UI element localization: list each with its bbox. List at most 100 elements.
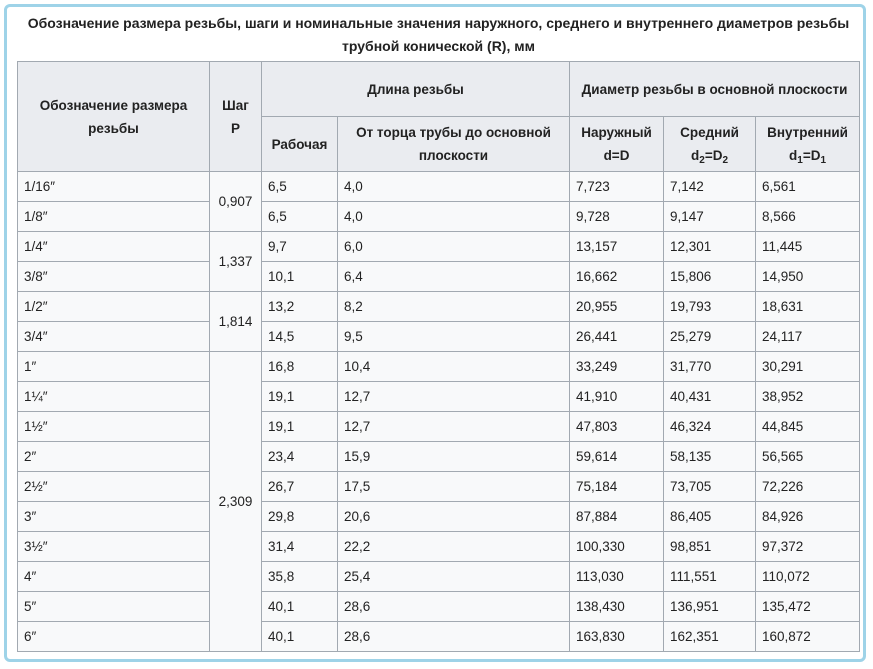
cell-size: 1″: [17, 351, 210, 382]
table-row: 2″ 23,4 15,9 59,614 58,135 56,565: [17, 441, 861, 472]
cell-middle: 162,351: [663, 621, 757, 652]
cell-length-from-end: 25,4: [336, 561, 571, 592]
cell-outer: 100,330: [569, 531, 665, 562]
cell-step: 0,907: [209, 171, 262, 232]
header-inner-name: Внутренний: [767, 125, 848, 140]
cell-outer: 33,249: [569, 351, 665, 382]
cell-size: 3/4″: [17, 321, 210, 352]
cell-size: 2″: [17, 441, 210, 472]
cell-length-from-end: 15,9: [336, 441, 571, 472]
cell-size: 1/2″: [17, 291, 210, 322]
header-middle-name: Средний: [680, 125, 739, 140]
cell-length-from-end: 4,0: [336, 201, 571, 232]
cell-middle: 46,324: [663, 411, 757, 442]
header-outer-name: Наружный: [581, 125, 652, 140]
cell-outer: 41,910: [569, 381, 665, 412]
table-row: 1/2″ 1,814 13,2 8,2 20,955 19,793 18,631: [17, 291, 861, 352]
cell-length-working: 16,8: [261, 351, 338, 382]
cell-inner: 38,952: [755, 381, 861, 412]
cell-size: 5″: [17, 591, 210, 622]
cell-length-working: 31,4: [261, 531, 338, 562]
cell-size: 4″: [17, 561, 210, 592]
header-inner: Внутренний d1=D1: [755, 116, 861, 172]
header-outer: Наружный d=D: [569, 116, 665, 172]
cell-outer: 7,723: [569, 171, 665, 202]
cell-inner: 8,566: [755, 201, 861, 232]
cell-length-working: 10,1: [261, 261, 338, 292]
cell-inner: 97,372: [755, 531, 861, 562]
table-row: 5″ 40,1 28,6 138,430 136,951 135,472: [17, 591, 861, 622]
table-row: 6″ 40,1 28,6 163,830 162,351 160,872: [17, 621, 861, 652]
cell-length-working: 19,1: [261, 381, 338, 412]
cell-length-from-end: 12,7: [336, 411, 571, 442]
cell-inner: 160,872: [755, 621, 861, 652]
header-length-from-end: От торца трубы до основной плоскости: [336, 116, 571, 172]
cell-outer: 9,728: [569, 201, 665, 232]
cell-middle: 15,806: [663, 261, 757, 292]
cell-middle: 73,705: [663, 471, 757, 502]
cell-middle: 58,135: [663, 441, 757, 472]
header-middle-formula: d2=D2: [691, 148, 729, 166]
cell-length-from-end: 9,5: [336, 321, 571, 352]
cell-length-working: 14,5: [261, 321, 338, 352]
header-length-group: Длина резьбы: [260, 61, 571, 117]
table-row: 3/8″ 10,1 6,4 16,662 15,806 14,950: [17, 261, 861, 292]
cell-step: 2,309: [209, 351, 262, 652]
cell-length-working: 13,2: [261, 291, 338, 322]
cell-inner: 72,226: [755, 471, 861, 502]
cell-step: 1,337: [209, 231, 262, 292]
cell-inner: 24,117: [755, 321, 861, 352]
header-inner-formula: d1=D1: [789, 148, 827, 166]
table-row: 1/4″ 1,337 9,7 6,0 13,157 12,301 11,445: [17, 231, 861, 292]
header-size: Обозначение размера резьбы: [17, 61, 210, 172]
cell-size: 1/16″: [17, 171, 210, 202]
header-middle: Средний d2=D2: [663, 116, 757, 172]
cell-length-from-end: 6,4: [336, 261, 571, 292]
table-row: 4″ 35,8 25,4 113,030 111,551 110,072: [17, 561, 861, 592]
cell-inner: 30,291: [755, 351, 861, 382]
table-row: 1″ 2,309 16,8 10,4 33,249 31,770 30,291: [17, 351, 861, 652]
cell-inner: 84,926: [755, 501, 861, 532]
cell-outer: 26,441: [569, 321, 665, 352]
table-row: 3½″ 31,4 22,2 100,330 98,851 97,372: [17, 531, 861, 562]
table-row: 1½″ 19,1 12,7 47,803 46,324 44,845: [17, 411, 861, 442]
cell-outer: 163,830: [569, 621, 665, 652]
cell-length-working: 6,5: [261, 201, 338, 232]
cell-outer: 20,955: [569, 291, 665, 322]
cell-inner: 14,950: [755, 261, 861, 292]
cell-middle: 98,851: [663, 531, 757, 562]
table-row: 1/16″ 0,907 6,5 4,0 7,723 7,142 6,561: [17, 171, 861, 232]
header-length-working: Рабочая: [261, 116, 338, 172]
table-frame: Обозначение размера резьбы, шаги и номин…: [4, 4, 866, 662]
cell-middle: 86,405: [663, 501, 757, 532]
cell-middle: 12,301: [663, 231, 757, 262]
cell-middle: 25,279: [663, 321, 757, 352]
cell-size: 3½″: [17, 531, 210, 562]
cell-middle: 19,793: [663, 291, 757, 322]
cell-length-working: 40,1: [261, 591, 338, 622]
cell-size: 1/8″: [17, 201, 210, 232]
cell-length-working: 6,5: [261, 171, 338, 202]
cell-length-from-end: 28,6: [336, 591, 571, 622]
cell-middle: 9,147: [663, 201, 757, 232]
header-outer-formula: d=D: [603, 148, 630, 163]
cell-length-from-end: 6,0: [336, 231, 571, 262]
cell-middle: 111,551: [663, 561, 757, 592]
cell-size: 3″: [17, 501, 210, 532]
cell-outer: 87,884: [569, 501, 665, 532]
cell-length-from-end: 4,0: [336, 171, 571, 202]
cell-outer: 113,030: [569, 561, 665, 592]
cell-size: 6″: [17, 621, 210, 652]
cell-size: 1½″: [17, 411, 210, 442]
cell-length-working: 35,8: [261, 561, 338, 592]
table-row: 3″ 29,8 20,6 87,884 86,405 84,926: [17, 501, 861, 532]
cell-length-from-end: 17,5: [336, 471, 571, 502]
cell-length-from-end: 12,7: [336, 381, 571, 412]
table-row: 1¼″ 19,1 12,7 41,910 40,431 38,952: [17, 381, 861, 412]
cell-middle: 136,951: [663, 591, 757, 622]
cell-inner: 6,561: [755, 171, 861, 202]
cell-step: 1,814: [209, 291, 262, 352]
cell-inner: 44,845: [755, 411, 861, 442]
cell-inner: 18,631: [755, 291, 861, 322]
cell-middle: 7,142: [663, 171, 757, 202]
